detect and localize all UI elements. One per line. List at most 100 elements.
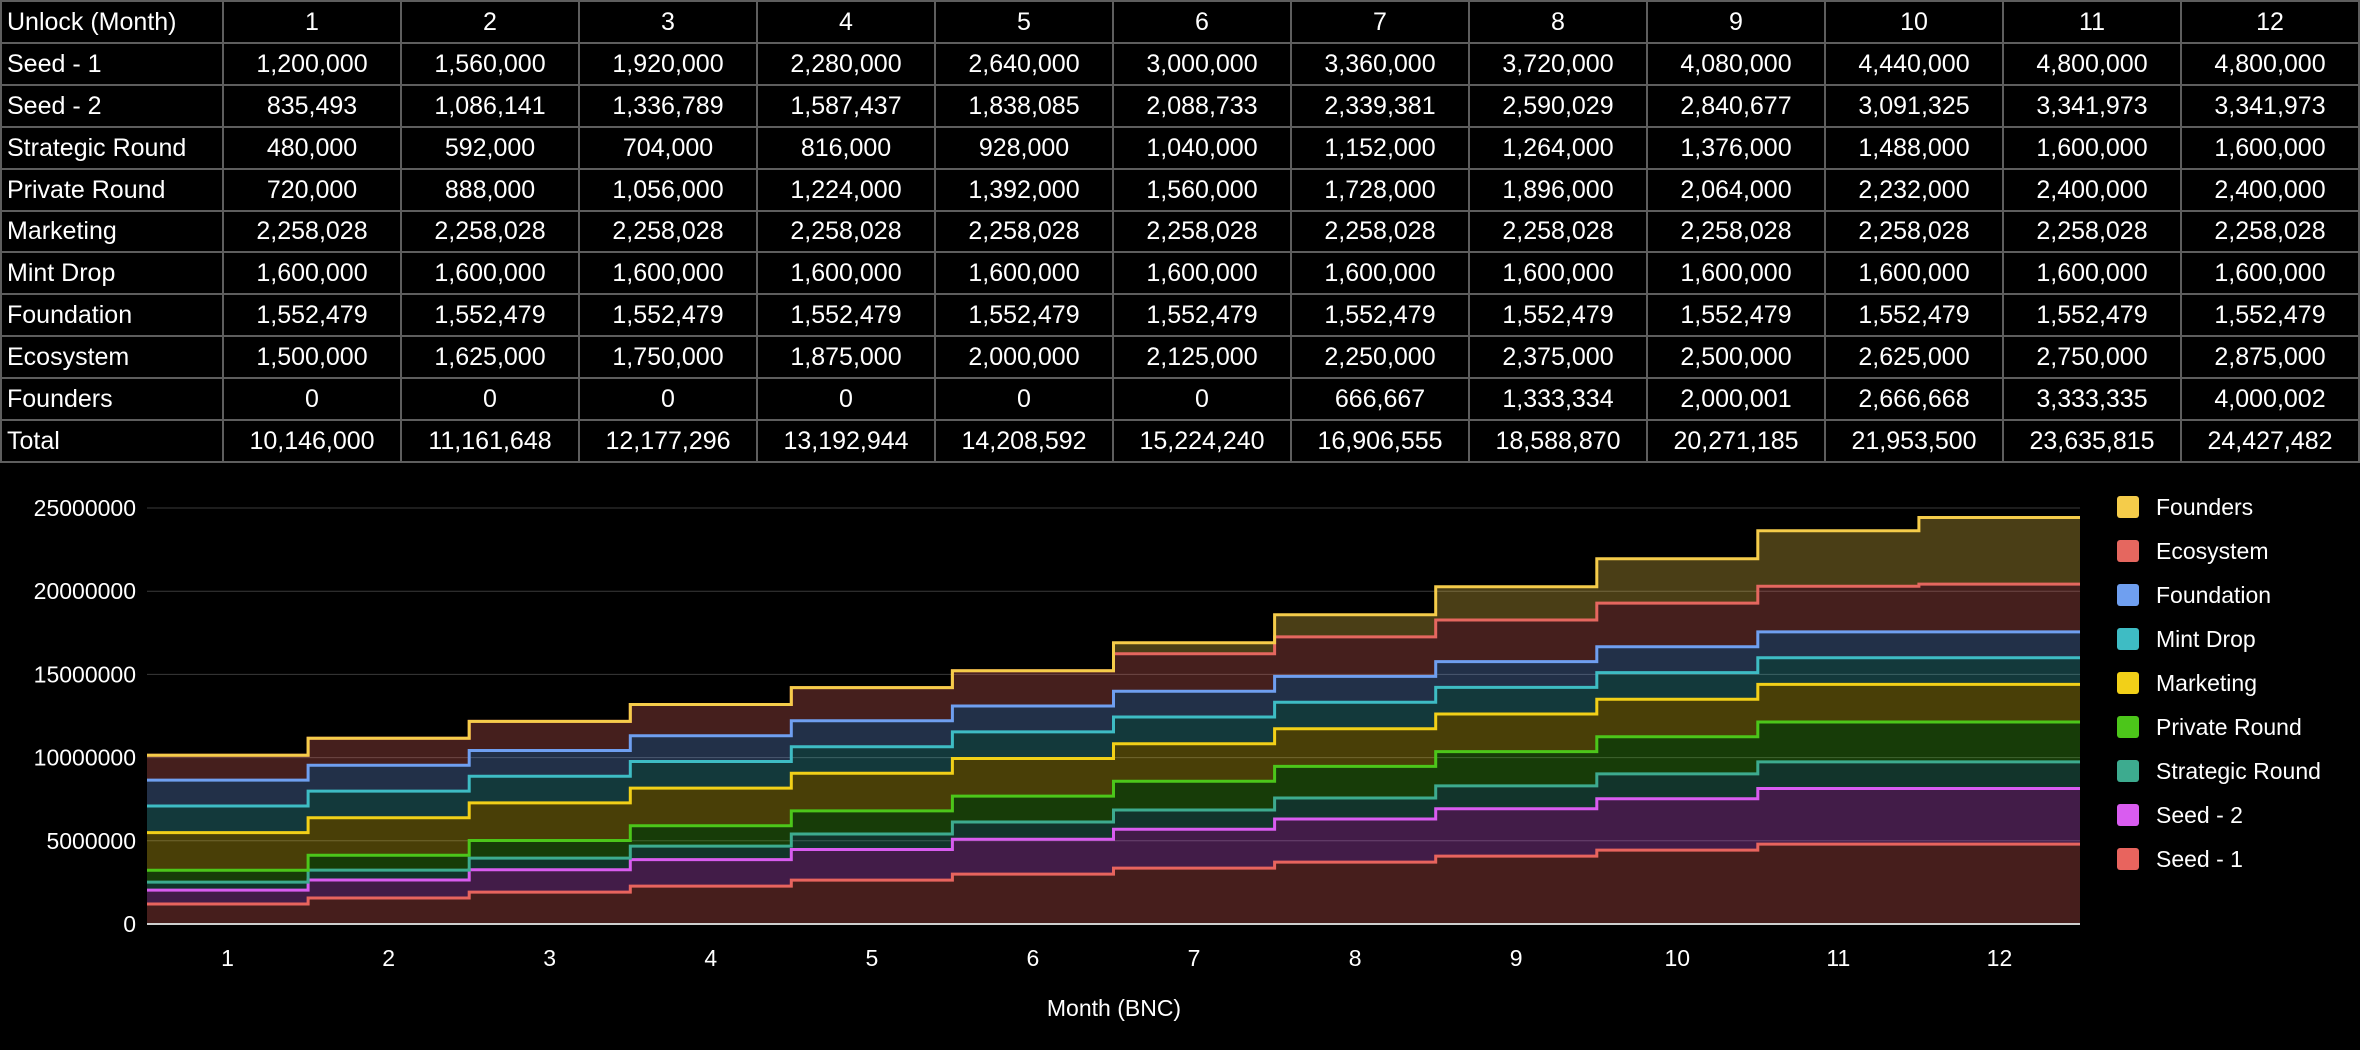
legend-label: Ecosystem bbox=[2156, 538, 2268, 564]
table-cell: 16,906,555 bbox=[1290, 419, 1470, 463]
table-cell: 1,875,000 bbox=[756, 335, 936, 380]
table-row: Mint Drop 1,600,000 1,600,000 1,600,000 1,60… bbox=[0, 251, 2360, 296]
table-header-label: Unlock (Month) bbox=[0, 0, 224, 44]
table-cell: 2,258,028 bbox=[1290, 209, 1470, 254]
table-cell: 1,600,000 bbox=[934, 251, 1114, 296]
x-tick-label: 10 bbox=[1664, 945, 1690, 971]
table-cell: 1,224,000 bbox=[756, 167, 936, 212]
table-cell: 1,040,000 bbox=[1112, 125, 1292, 170]
area-seed-1 bbox=[147, 844, 2080, 924]
table-cell: 2,590,029 bbox=[1468, 83, 1648, 128]
table-cell: 2,500,000 bbox=[1646, 335, 1826, 380]
table-cell: 20,271,185 bbox=[1646, 419, 1826, 463]
table-cell: 1,587,437 bbox=[756, 83, 936, 128]
table-cell: 1,152,000 bbox=[1290, 125, 1470, 170]
line-founders bbox=[147, 516, 2080, 757]
y-tick-label: 10000000 bbox=[34, 745, 136, 771]
table-cell: 0 bbox=[578, 377, 758, 422]
table-cell: 13,192,944 bbox=[756, 419, 936, 463]
table-cell: 704,000 bbox=[578, 125, 758, 170]
table-cell: 2,258,028 bbox=[2180, 209, 2360, 254]
legend-swatch bbox=[2117, 540, 2139, 562]
table-cell: 4,080,000 bbox=[1646, 41, 1826, 86]
x-tick-label: 7 bbox=[1188, 945, 1201, 971]
table-cell: 1,600,000 bbox=[1646, 251, 1826, 296]
legend-label: Strategic Round bbox=[2156, 758, 2321, 784]
y-tick-label: 0 bbox=[123, 911, 136, 937]
table-cell: 1,376,000 bbox=[1646, 125, 1826, 170]
table-cell: 1,625,000 bbox=[400, 335, 580, 380]
table-cell: 18,588,870 bbox=[1468, 419, 1648, 463]
table-cell: 1,600,000 bbox=[1468, 251, 1648, 296]
area-ecosystem bbox=[147, 584, 2080, 781]
table-cell: 1,552,479 bbox=[934, 293, 1114, 338]
table-cell: 2,258,028 bbox=[1646, 209, 1826, 254]
unlock-stacked-area-chart: 0 5000000 10000000 15000000 20000000 25000000… bbox=[34, 494, 2321, 1021]
table-cell: 816,000 bbox=[756, 125, 936, 170]
x-tick-label: 12 bbox=[1987, 945, 2013, 971]
table-cell: 0 bbox=[400, 377, 580, 422]
line-foundation bbox=[147, 630, 2080, 782]
x-tick-label: 1 bbox=[221, 945, 234, 971]
legend-label: Founders bbox=[2156, 494, 2253, 520]
table-cell: 1,552,479 bbox=[1468, 293, 1648, 338]
table-cell: 1,264,000 bbox=[1468, 125, 1648, 170]
table-cell: 21,953,500 bbox=[1824, 419, 2004, 463]
table-cell: 2,125,000 bbox=[1112, 335, 1292, 380]
table-header-month: 2 bbox=[400, 0, 580, 44]
table-cell: 480,000 bbox=[222, 125, 402, 170]
table-cell: 1,600,000 bbox=[1112, 251, 1292, 296]
table-cell: 0 bbox=[1112, 377, 1292, 422]
table-cell: 12,177,296 bbox=[578, 419, 758, 463]
table-header-month: 9 bbox=[1646, 0, 1826, 44]
table-cell: 1,600,000 bbox=[756, 251, 936, 296]
table-row-label: Ecosystem bbox=[0, 335, 224, 380]
table-cell: 0 bbox=[756, 377, 936, 422]
table-cell: 10,146,000 bbox=[222, 419, 402, 463]
legend-swatch bbox=[2117, 760, 2139, 782]
legend-swatch bbox=[2117, 848, 2139, 870]
table-row-label: Mint Drop bbox=[0, 251, 224, 296]
table-cell: 1,552,479 bbox=[756, 293, 936, 338]
x-axis-label: Month (BNC) bbox=[1047, 995, 1181, 1021]
legend-swatch bbox=[2117, 584, 2139, 606]
table-cell: 2,400,000 bbox=[2180, 167, 2360, 212]
line-seed-1 bbox=[147, 842, 2080, 906]
legend-swatch bbox=[2117, 496, 2139, 518]
table-row: Founders 0 0 0 0 0 0 666,667 1,333,334 2,000,001 2… bbox=[0, 377, 2360, 422]
legend-label: Seed - 2 bbox=[2156, 802, 2243, 828]
x-tick-label: 3 bbox=[543, 945, 556, 971]
table-cell: 1,896,000 bbox=[1468, 167, 1648, 212]
x-axis-ticks: 1 2 3 4 5 6 7 8 9 10 11 12 bbox=[221, 945, 2012, 971]
table-cell: 2,258,028 bbox=[1112, 209, 1292, 254]
table-cell: 1,488,000 bbox=[1824, 125, 2004, 170]
table-cell: 1,728,000 bbox=[1290, 167, 1470, 212]
table-cell: 1,600,000 bbox=[578, 251, 758, 296]
table-cell: 1,600,000 bbox=[2002, 251, 2182, 296]
chart-legend: Founders Ecosystem Foundation Mint Drop Mark… bbox=[2117, 494, 2321, 872]
y-tick-label: 5000000 bbox=[46, 828, 136, 854]
table-header-month: 11 bbox=[2002, 0, 2182, 44]
table-cell: 15,224,240 bbox=[1112, 419, 1292, 463]
table-cell: 3,333,335 bbox=[2002, 377, 2182, 422]
table-cell: 1,838,085 bbox=[934, 83, 1114, 128]
legend-swatch bbox=[2117, 804, 2139, 826]
legend-label: Marketing bbox=[2156, 670, 2257, 696]
table-cell: 1,200,000 bbox=[222, 41, 402, 86]
table-row-label: Foundation bbox=[0, 293, 224, 338]
y-tick-label: 25000000 bbox=[34, 495, 136, 521]
table-header-month: 12 bbox=[2180, 0, 2360, 44]
line-marketing bbox=[147, 682, 2080, 835]
table-cell: 2,258,028 bbox=[2002, 209, 2182, 254]
table-cell: 2,400,000 bbox=[2002, 167, 2182, 212]
table-row: Seed - 1 1,200,000 1,560,000 1,920,000 2,280… bbox=[0, 41, 2360, 86]
table-cell: 2,088,733 bbox=[1112, 83, 1292, 128]
table-cell: 1,552,479 bbox=[2002, 293, 2182, 338]
table-cell: 1,552,479 bbox=[1646, 293, 1826, 338]
table-row: Seed - 2 835,493 1,086,141 1,336,789 1,587,4… bbox=[0, 83, 2360, 128]
table-cell: 3,360,000 bbox=[1290, 41, 1470, 86]
table-cell: 2,640,000 bbox=[934, 41, 1114, 86]
legend-label: Mint Drop bbox=[2156, 626, 2256, 652]
table-cell: 1,500,000 bbox=[222, 335, 402, 380]
table-row: Ecosystem 1,500,000 1,625,000 1,750,000 1,87… bbox=[0, 335, 2360, 380]
